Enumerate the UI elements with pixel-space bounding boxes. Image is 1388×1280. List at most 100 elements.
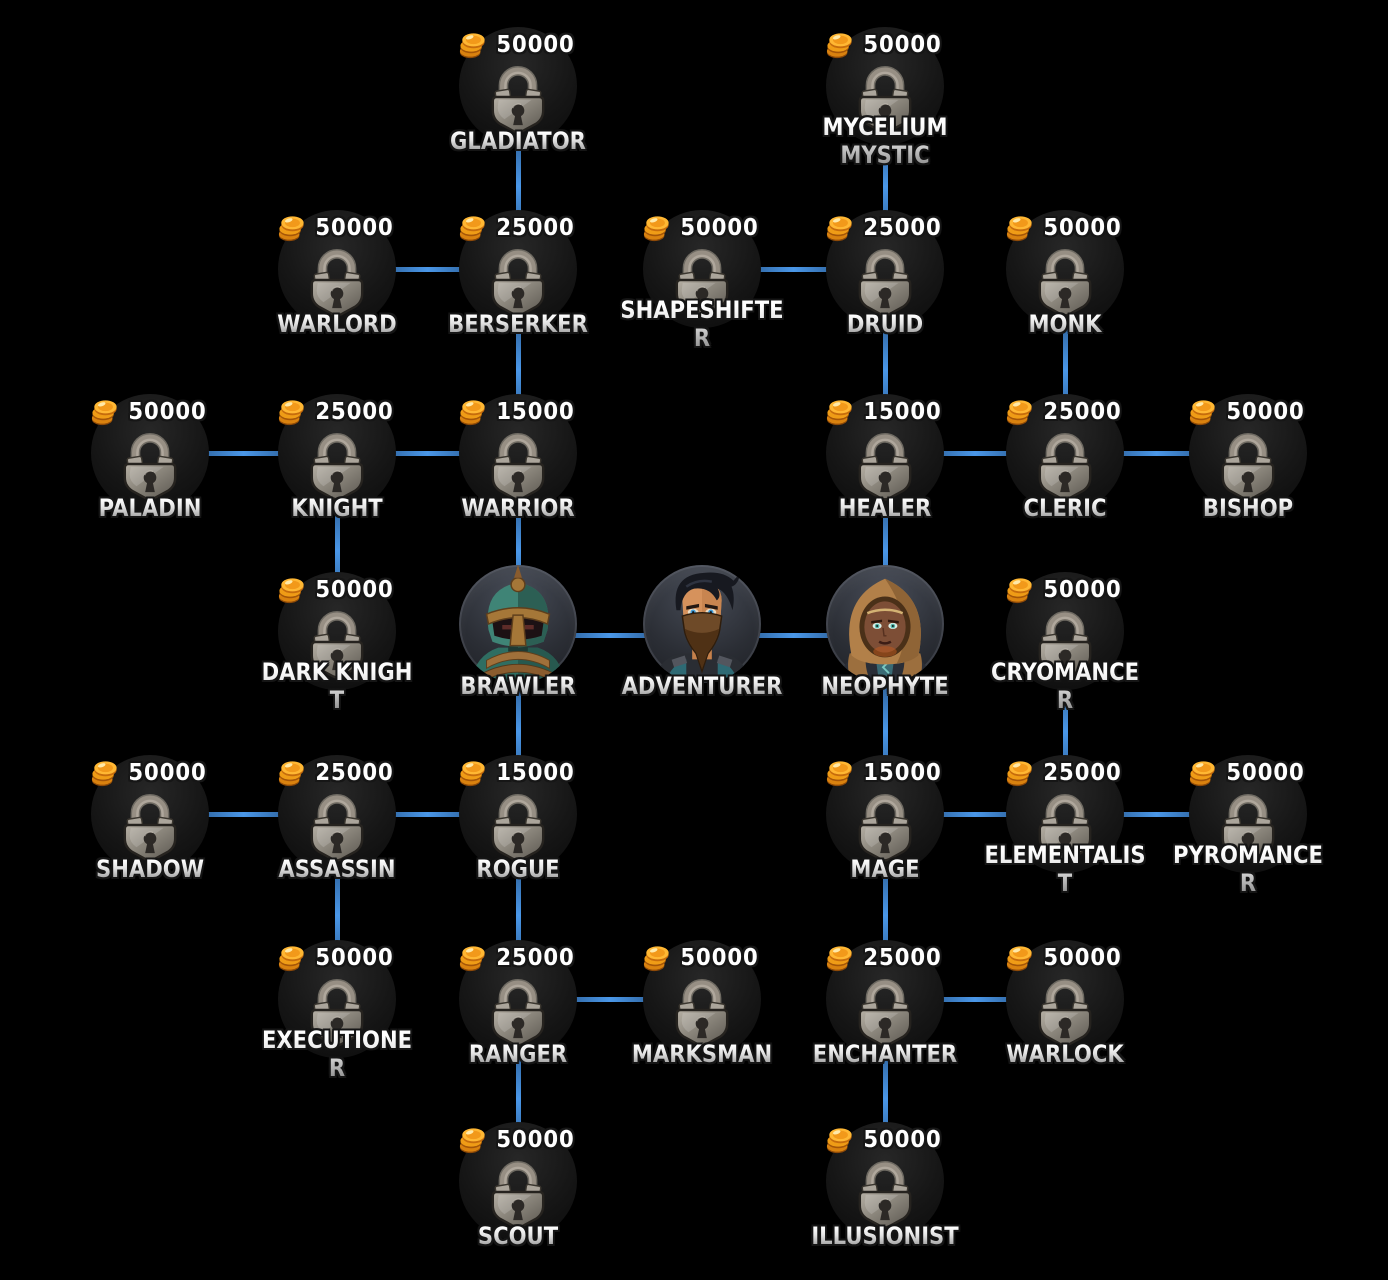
character-node-brawler[interactable]: BRAWLER <box>418 555 618 731</box>
class-node-cryomancer[interactable]: 50000 CRYOMANCER <box>965 555 1165 731</box>
unlock-price: 15000 <box>418 758 618 788</box>
class-name-label: CRYOMANCER <box>983 658 1147 714</box>
class-node-monk[interactable]: 50000 MONK <box>965 193 1165 369</box>
coin-icon <box>277 944 307 972</box>
unlock-cost: 25000 <box>315 760 394 786</box>
class-node-enchanter[interactable]: 25000 ENCHANTER <box>785 923 985 1099</box>
unlock-cost: 50000 <box>680 215 759 241</box>
unlock-cost: 50000 <box>863 1127 942 1153</box>
unlock-cost: 50000 <box>1043 215 1122 241</box>
tree-connector-adventurer-neophyte <box>702 633 885 638</box>
unlock-price: 50000 <box>785 1125 985 1155</box>
class-node-mycelium-mystic[interactable]: 50000 MYCELIUM MYSTIC <box>785 10 985 186</box>
class-node-warrior[interactable]: 15000 WARRIOR <box>418 377 618 553</box>
unlock-cost: 25000 <box>1043 399 1122 425</box>
coin-icon <box>1005 576 1035 604</box>
unlock-cost: 50000 <box>1043 577 1122 603</box>
class-node-cleric[interactable]: 25000 CLERIC <box>965 377 1165 553</box>
lock-icon <box>487 243 549 317</box>
tree-connector-shapeshifter-druid <box>702 267 885 272</box>
coin-icon <box>825 214 855 242</box>
lock-icon <box>854 243 916 317</box>
class-name-label: ADVENTURER <box>621 672 783 700</box>
coin-icon <box>825 1126 855 1154</box>
class-node-rogue[interactable]: 15000 ROGUE <box>418 738 618 914</box>
class-name-label: GLADIATOR <box>436 127 600 155</box>
class-node-warlord[interactable]: 50000 WARLORD <box>237 193 437 369</box>
lock-icon <box>119 427 181 501</box>
unlock-cost: 50000 <box>496 32 575 58</box>
unlock-price: 25000 <box>965 397 1165 427</box>
class-node-berserker[interactable]: 25000 BERSERKER <box>418 193 618 369</box>
unlock-cost: 15000 <box>863 760 942 786</box>
class-node-marksman[interactable]: 50000 MARKSMAN <box>602 923 802 1099</box>
lock-icon <box>306 427 368 501</box>
tree-connector-mage-enchanter <box>883 823 888 1008</box>
class-name-label: CLERIC <box>983 494 1147 522</box>
unlock-cost: 15000 <box>496 399 575 425</box>
class-name-label: MYCELIUM MYSTIC <box>803 113 967 169</box>
class-name-label: ASSASSIN <box>255 855 419 883</box>
class-name-label: MAGE <box>803 855 967 883</box>
class-node-paladin[interactable]: 50000 PALADIN <box>50 377 250 553</box>
coin-icon <box>1005 759 1035 787</box>
coin-icon <box>825 944 855 972</box>
unlock-cost: 50000 <box>1043 945 1122 971</box>
unlock-price: 50000 <box>237 213 437 243</box>
class-node-bishop[interactable]: 50000 BISHOP <box>1148 377 1348 553</box>
tree-connector-ranger-marksman <box>518 997 702 1002</box>
tree-connector-mage-elementalist <box>885 812 1065 817</box>
character-node-neophyte[interactable]: NEOPHYTE <box>785 555 985 731</box>
class-node-warlock[interactable]: 50000 WARLOCK <box>965 923 1165 1099</box>
class-node-illusionist[interactable]: 50000 ILLUSIONIST <box>785 1105 985 1280</box>
class-node-pyromancer[interactable]: 50000 PYROMANCER <box>1148 738 1348 914</box>
class-node-gladiator[interactable]: 50000 GLADIATOR <box>418 10 618 186</box>
class-node-knight[interactable]: 25000 KNIGHT <box>237 377 437 553</box>
class-node-ranger[interactable]: 25000 RANGER <box>418 923 618 1099</box>
tree-connector-ranger-scout <box>516 1008 521 1190</box>
tree-connector-mycelium-mystic-druid <box>883 95 888 278</box>
class-node-shapeshifter[interactable]: 50000 SHAPESHIFTE R <box>602 193 802 369</box>
coin-icon <box>825 398 855 426</box>
class-name-label: SHADOW <box>68 855 232 883</box>
tree-connector-gladiator-berserker <box>516 95 521 278</box>
unlock-price: 50000 <box>50 397 250 427</box>
class-name-label: MONK <box>983 310 1147 338</box>
coin-icon <box>642 944 672 972</box>
class-name-label: ILLUSIONIST <box>803 1222 967 1250</box>
unlock-cost: 25000 <box>863 945 942 971</box>
coin-icon <box>277 576 307 604</box>
character-portrait <box>826 565 944 683</box>
class-name-label: PYROMANCER <box>1166 841 1330 897</box>
tree-connector-assassin-rogue <box>337 812 518 817</box>
lock-icon <box>487 60 549 134</box>
class-node-elementalist[interactable]: 25000 ELEMENTALIS T <box>965 738 1165 914</box>
coin-icon <box>277 398 307 426</box>
unlock-cost: 50000 <box>315 945 394 971</box>
tree-connector-healer-cleric <box>885 451 1065 456</box>
lock-icon <box>1034 973 1096 1047</box>
class-name-label: RANGER <box>436 1040 600 1068</box>
class-node-assassin[interactable]: 25000 ASSASSIN <box>237 738 437 914</box>
coin-icon <box>458 214 488 242</box>
class-name-label: WARLORD <box>255 310 419 338</box>
lock-icon <box>854 973 916 1047</box>
class-node-druid[interactable]: 25000 DRUID <box>785 193 985 369</box>
coin-icon <box>458 944 488 972</box>
unlock-cost: 50000 <box>863 32 942 58</box>
coin-icon <box>458 31 488 59</box>
character-node-adventurer[interactable]: ADVENTURER <box>602 555 802 731</box>
unlock-price: 50000 <box>1148 397 1348 427</box>
class-name-label: BERSERKER <box>436 310 600 338</box>
class-node-mage[interactable]: 15000 MAGE <box>785 738 985 914</box>
class-node-dark-knight[interactable]: 50000 DARK KNIGHT <box>237 555 437 731</box>
class-name-label: ELEMENTALIS T <box>984 841 1146 897</box>
class-node-healer[interactable]: 15000 HEALER <box>785 377 985 553</box>
class-node-executioner[interactable]: 50000 EXECUTIONER <box>237 923 437 1099</box>
unlock-cost: 15000 <box>496 760 575 786</box>
tree-connector-brawler-rogue <box>516 640 521 823</box>
class-node-scout[interactable]: 50000 SCOUT <box>418 1105 618 1280</box>
class-node-shadow[interactable]: 50000 SHADOW <box>50 738 250 914</box>
unlock-price: 50000 <box>965 575 1165 605</box>
class-name-label: BISHOP <box>1166 494 1330 522</box>
